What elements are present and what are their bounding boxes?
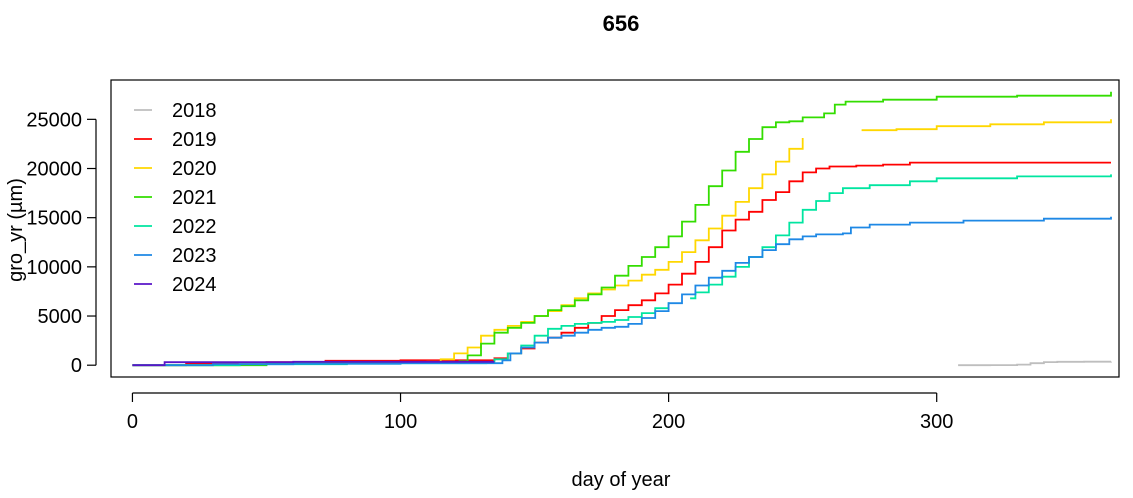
plot-frame <box>110 79 1120 378</box>
y-axis: 0 5000 10000 15000 20000 25000 <box>26 109 97 377</box>
y-axis-label: gro_yr (µm) <box>5 178 27 282</box>
x-tick-label: 0 <box>127 411 138 433</box>
x-tick-label: 100 <box>384 411 417 433</box>
series-line-2023-segment-1 <box>132 216 1112 367</box>
y-tick-label: 0 <box>71 355 82 377</box>
x-axis: 0 100 200 300 <box>127 392 953 433</box>
x-axis-label: day of year <box>572 469 671 491</box>
y-tick-label: 15000 <box>26 208 82 230</box>
y-tick-label: 20000 <box>26 159 82 181</box>
series-layer <box>132 91 1112 367</box>
series-line-2018-segment-1 <box>958 360 1112 367</box>
y-tick-label: 10000 <box>26 257 82 279</box>
chart-title: 656 <box>603 11 640 36</box>
legend-label-2022: 2022 <box>172 216 217 238</box>
y-tick-label: 5000 <box>38 306 83 328</box>
legend-label-2019: 2019 <box>172 129 217 151</box>
series-line-2024-segment-1 <box>132 360 495 367</box>
series-line-2020-segment-2 <box>861 119 1112 132</box>
series-line-2021-segment-1 <box>132 91 1112 367</box>
series-line-2022-segment-1 <box>132 302 670 367</box>
y-tick-label: 25000 <box>26 109 82 131</box>
legend-label-2023: 2023 <box>172 245 217 267</box>
series-line-2020-segment-1 <box>132 138 804 367</box>
x-tick-label: 300 <box>920 411 953 433</box>
legend-label-2021: 2021 <box>172 187 217 209</box>
series-line-2022-segment-2 <box>690 174 1112 300</box>
legend-label-2024: 2024 <box>172 274 217 296</box>
legend-label-2020: 2020 <box>172 158 217 180</box>
legend-label-2018: 2018 <box>172 100 217 122</box>
x-tick-label: 200 <box>652 411 685 433</box>
series-line-2019-segment-1 <box>132 161 1111 367</box>
legend: 2018 2019 2020 2021 2022 2023 2024 <box>134 100 217 296</box>
